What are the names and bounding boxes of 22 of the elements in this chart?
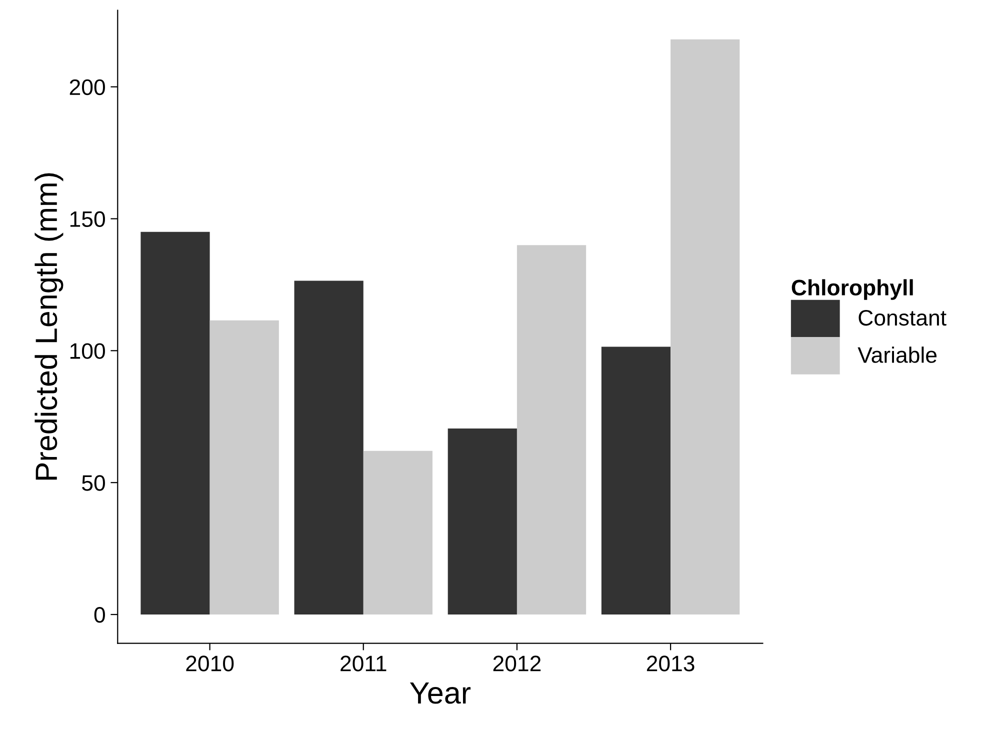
y-tick-label: 0 <box>94 607 105 623</box>
legend-label: Variable <box>858 346 937 363</box>
bar <box>516 245 586 615</box>
x-tick-label: 2011 <box>340 656 386 672</box>
y-tick-label: 50 <box>82 475 105 491</box>
legend-label: Constant <box>858 310 946 326</box>
bar <box>448 428 517 615</box>
x-tick-label: 2010 <box>186 656 234 672</box>
y-tick-label: 150 <box>70 211 105 228</box>
bar <box>294 280 364 615</box>
y-tick-label: 100 <box>70 343 105 359</box>
legend-title: Chlorophyll <box>792 279 913 300</box>
y-tick-label: 200 <box>70 79 105 96</box>
bar <box>140 232 210 615</box>
x-tick-label: 2012 <box>493 656 541 672</box>
bar <box>210 320 279 615</box>
y-axis-title: Predicted Length (mm) <box>34 173 64 480</box>
bar <box>601 346 671 615</box>
bar <box>670 39 740 615</box>
x-axis-title: Year <box>410 682 471 704</box>
x-tick-label: 2013 <box>646 656 694 672</box>
bar <box>363 450 432 615</box>
